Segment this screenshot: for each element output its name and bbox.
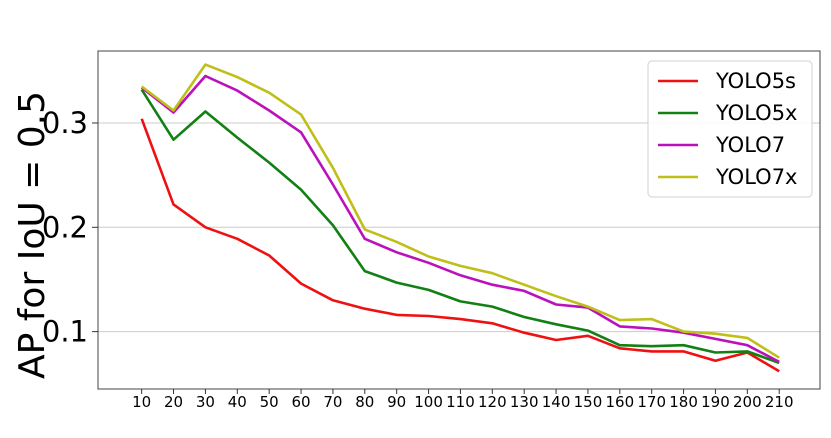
x-tick-label: 210 xyxy=(765,393,794,411)
x-tick-label: 50 xyxy=(260,393,279,411)
x-tick-label: 70 xyxy=(323,393,342,411)
plot-frame xyxy=(97,50,821,390)
x-tick-label: 190 xyxy=(701,393,730,411)
x-tick-label: 150 xyxy=(574,393,603,411)
x-tick-label: 90 xyxy=(387,393,406,411)
x-axis: 10 20 30 40 50 60 70 80 90 100 110 120 130 140 150 160 1… xyxy=(132,389,794,411)
x-tick-label: 130 xyxy=(510,393,539,411)
x-tick-label: 80 xyxy=(355,393,374,411)
x-tick-label: 180 xyxy=(669,393,698,411)
legend-label: YOLO5s xyxy=(715,69,796,93)
x-tick-label: 20 xyxy=(164,393,183,411)
series-line-yolo5s xyxy=(140,118,780,373)
legend-box xyxy=(647,60,813,198)
x-tick-label: 140 xyxy=(542,393,571,411)
x-tick-label: 60 xyxy=(292,393,311,411)
x-tick-label: 120 xyxy=(478,393,507,411)
x-tick-label: 110 xyxy=(446,393,475,411)
x-tick-label: 160 xyxy=(605,393,634,411)
x-tick-label: 170 xyxy=(637,393,666,411)
y-tick-label: 0.1 xyxy=(42,315,88,349)
y-axis-label: AP for IoU = 0.5 xyxy=(12,91,53,379)
series-line-yolo7x xyxy=(140,63,780,359)
series-lines xyxy=(140,63,780,373)
legend-label: YOLO7 xyxy=(715,133,785,157)
legend-label: YOLO7x xyxy=(715,165,797,189)
series-line-yolo7 xyxy=(140,74,780,364)
y-tick-label: 0.3 xyxy=(42,106,88,140)
y-tick-label: 0.2 xyxy=(42,210,88,244)
legend-label: YOLO5x xyxy=(715,101,797,125)
y-axis: 0.1 0.2 0.3 xyxy=(42,106,98,349)
x-tick-label: 10 xyxy=(132,393,151,411)
legend: YOLO5s YOLO5x YOLO7 YOLO7x xyxy=(647,60,813,198)
x-tick-label: 200 xyxy=(733,393,762,411)
x-tick-label: 30 xyxy=(196,393,215,411)
series-line-yolo5x xyxy=(140,88,780,365)
x-tick-label: 100 xyxy=(414,393,443,411)
x-tick-label: 40 xyxy=(228,393,247,411)
